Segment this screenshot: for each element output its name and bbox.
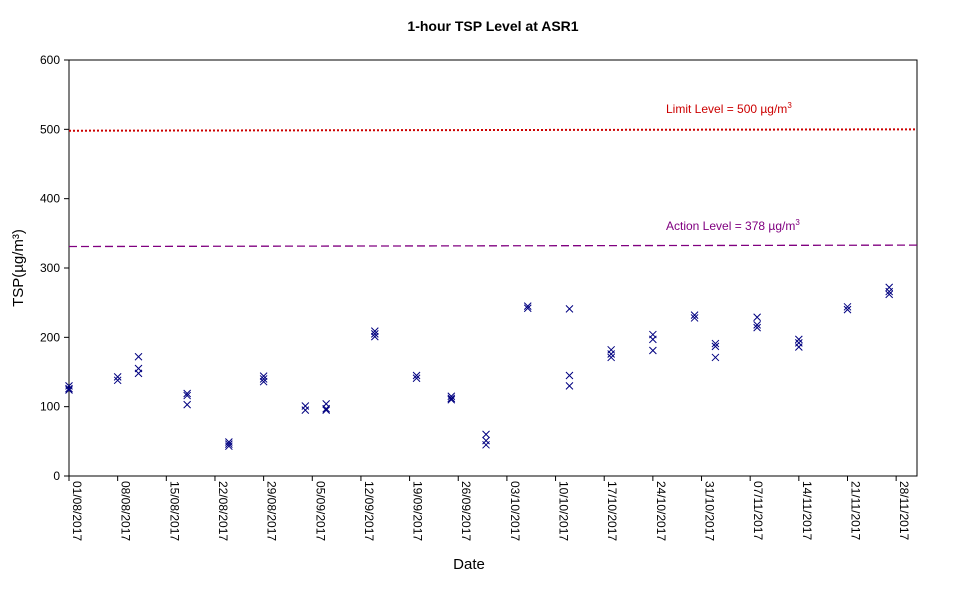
superscript: 3 — [795, 218, 800, 227]
x-tick-label: 10/10/2017 — [557, 481, 571, 541]
y-tick-label: 300 — [40, 261, 60, 275]
x-tick-label: 19/09/2017 — [411, 481, 425, 541]
data-point — [322, 404, 331, 413]
data-point — [65, 384, 73, 393]
data-point — [113, 372, 122, 381]
data-point — [134, 369, 143, 378]
data-point — [225, 440, 233, 448]
data-point — [482, 440, 490, 449]
data-point — [183, 391, 192, 400]
data-point — [649, 335, 657, 344]
limit-level-line — [68, 128, 918, 132]
data-point — [607, 353, 616, 362]
data-point — [565, 382, 574, 390]
x-tick-label: 07/11/2017 — [751, 481, 765, 540]
action-level-line — [68, 244, 918, 248]
data-point — [113, 376, 122, 385]
data-point — [565, 371, 574, 380]
data-point — [843, 305, 852, 314]
data-point — [523, 302, 532, 310]
data-point — [690, 314, 699, 322]
data-point — [65, 386, 73, 394]
data-point — [753, 323, 761, 332]
x-tick-label: 26/09/2017 — [459, 481, 473, 541]
data-point — [753, 313, 761, 322]
y-tick-label: 200 — [40, 330, 60, 344]
y-tick-label: 100 — [40, 400, 60, 414]
superscript: 3 — [787, 101, 792, 110]
data-point — [447, 394, 456, 403]
x-tick-label: 03/10/2017 — [508, 481, 522, 541]
data-point — [885, 290, 894, 299]
data-point — [607, 345, 616, 354]
data-point — [711, 339, 720, 348]
data-point — [412, 371, 421, 380]
x-tick-label: 14/11/2017 — [800, 481, 814, 540]
data-points — [65, 283, 894, 451]
x-axis: 01/08/2017 08/08/2017 15/08/2017 22/08/2017… — [68, 476, 911, 541]
y-tick-label: 600 — [40, 53, 60, 67]
x-tick-label: 08/08/2017 — [119, 481, 133, 541]
data-point — [565, 305, 574, 313]
y-tick-label: 400 — [40, 192, 60, 206]
data-point — [523, 304, 532, 313]
data-point — [885, 283, 894, 292]
x-tick-label: 28/11/2017 — [897, 481, 911, 540]
x-tick-label: 21/11/2017 — [848, 481, 862, 540]
x-tick-label: 15/08/2017 — [167, 481, 181, 541]
data-point — [794, 335, 803, 344]
data-point — [447, 395, 456, 404]
action-level-label: Action Level = 378 µg/m3 — [666, 218, 800, 233]
x-tick-label: 12/09/2017 — [362, 481, 376, 541]
x-tick-label: 01/08/2017 — [70, 481, 84, 541]
data-point — [370, 330, 379, 338]
x-tick-label: 24/10/2017 — [654, 481, 668, 541]
y-axis: 0 100 200 300 400 500 600 — [40, 53, 69, 483]
data-point — [259, 377, 268, 386]
data-point — [690, 311, 699, 320]
data-point — [794, 343, 803, 351]
data-point — [412, 374, 421, 383]
data-point — [447, 392, 456, 401]
data-point — [649, 346, 657, 355]
data-point — [482, 430, 490, 439]
data-point — [711, 353, 720, 362]
x-tick-label: 31/10/2017 — [703, 481, 717, 541]
x-tick-label: 17/10/2017 — [605, 481, 619, 541]
data-point — [259, 372, 268, 381]
data-point — [753, 320, 761, 329]
data-point — [482, 436, 490, 445]
data-point — [843, 302, 852, 311]
y-tick-label: 500 — [40, 122, 60, 136]
data-point — [607, 350, 616, 358]
data-point — [134, 352, 143, 361]
plot-area — [68, 59, 918, 477]
data-point — [370, 332, 379, 341]
data-point — [183, 389, 192, 398]
data-point — [711, 342, 720, 351]
y-axis-title: TSP(µg/m³) — [10, 229, 27, 307]
data-point — [183, 400, 192, 409]
data-point — [370, 327, 379, 335]
data-point — [225, 442, 233, 451]
x-tick-label: 22/08/2017 — [216, 481, 230, 541]
y-tick-label: 0 — [53, 469, 60, 483]
x-tick-label: 05/09/2017 — [313, 481, 327, 541]
data-point — [885, 287, 894, 296]
data-point — [301, 406, 310, 414]
chart-title: 1-hour TSP Level at ASR1 — [407, 18, 578, 34]
limit-level-label: Limit Level = 500 µg/m3 — [666, 101, 792, 116]
data-point — [301, 402, 310, 410]
x-axis-title: Date — [453, 556, 485, 573]
data-point — [794, 339, 803, 347]
reference-lines: Limit Level = 500 µg/m3 Action Level = 37… — [68, 101, 918, 248]
x-tick-label: 29/08/2017 — [265, 481, 279, 541]
data-point — [322, 406, 331, 414]
data-point — [259, 375, 268, 383]
